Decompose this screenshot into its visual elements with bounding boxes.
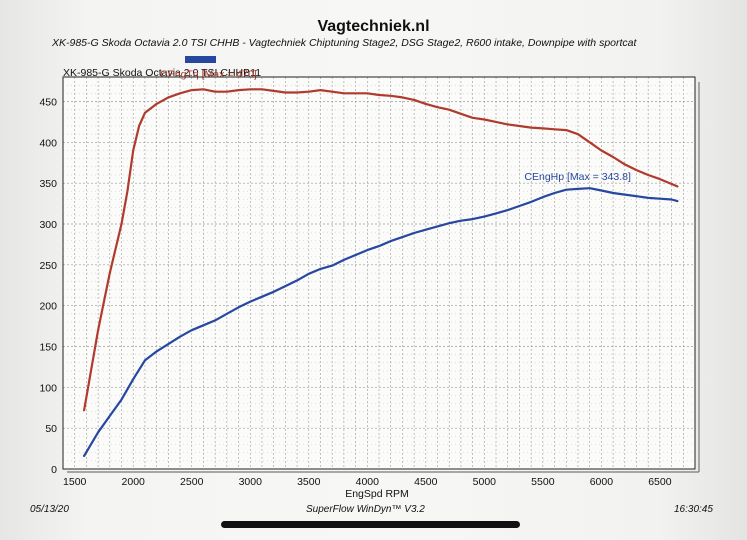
series-line-cenghp [82, 187, 679, 457]
legend-label: XK-985-G Skoda Octavia 2.0 TSI CHHB11 [63, 67, 262, 79]
y-tick-label: 450 [39, 97, 57, 109]
x-tick-label: 4000 [356, 476, 380, 488]
ticks: 1500 2000 2500 3000 3500 4000 4500 5000 5500 6000… [39, 97, 671, 489]
x-tick-label: 3500 [297, 476, 321, 488]
plot-frame [62, 76, 696, 470]
x-tick-label: 5000 [473, 476, 497, 488]
series-layer: CEngTq [Max = 470] CEngHp [Max = 343.8] [82, 68, 679, 457]
chart-title: Vagtechniek.nl [317, 18, 430, 35]
x-tick-label: 4500 [414, 476, 438, 488]
y-tick-label: 50 [45, 423, 57, 435]
home-indicator [221, 521, 520, 528]
x-tick-label: 2000 [122, 476, 146, 488]
y-tick-label: 200 [39, 301, 57, 313]
series-annotation-cenghp: CEngHp [Max = 343.8] [524, 171, 631, 183]
x-tick-label: 1500 [63, 476, 87, 488]
footer-software: SuperFlow WinDyn™ V3.2 [306, 504, 425, 515]
x-tick-label: 5500 [531, 476, 555, 488]
x-tick-label: 6000 [590, 476, 614, 488]
y-tick-label: 100 [39, 382, 57, 394]
footer-time: 16:30:45 [674, 504, 713, 515]
y-tick-label: 350 [39, 178, 57, 190]
y-tick-label: 0 [51, 464, 57, 476]
y-tick-label: 300 [39, 219, 57, 231]
y-tick-label: 400 [39, 137, 57, 149]
x-tick-label: 2500 [180, 476, 204, 488]
y-tick-label: 150 [39, 342, 57, 354]
x-tick-label: 3000 [239, 476, 263, 488]
series-line-cengtq [82, 88, 679, 412]
y-tick-label: 250 [39, 260, 57, 272]
x-axis-label: EngSpd RPM [345, 488, 409, 500]
chart-subtitle: XK-985-G Skoda Octavia 2.0 TSI CHHB - Va… [52, 37, 637, 49]
legend-swatch [185, 56, 216, 63]
footer-date: 05/13/20 [30, 504, 69, 515]
series-annotation-cengtq: CEngTq [Max = 470] [160, 68, 257, 80]
x-tick-label: 6500 [648, 476, 672, 488]
